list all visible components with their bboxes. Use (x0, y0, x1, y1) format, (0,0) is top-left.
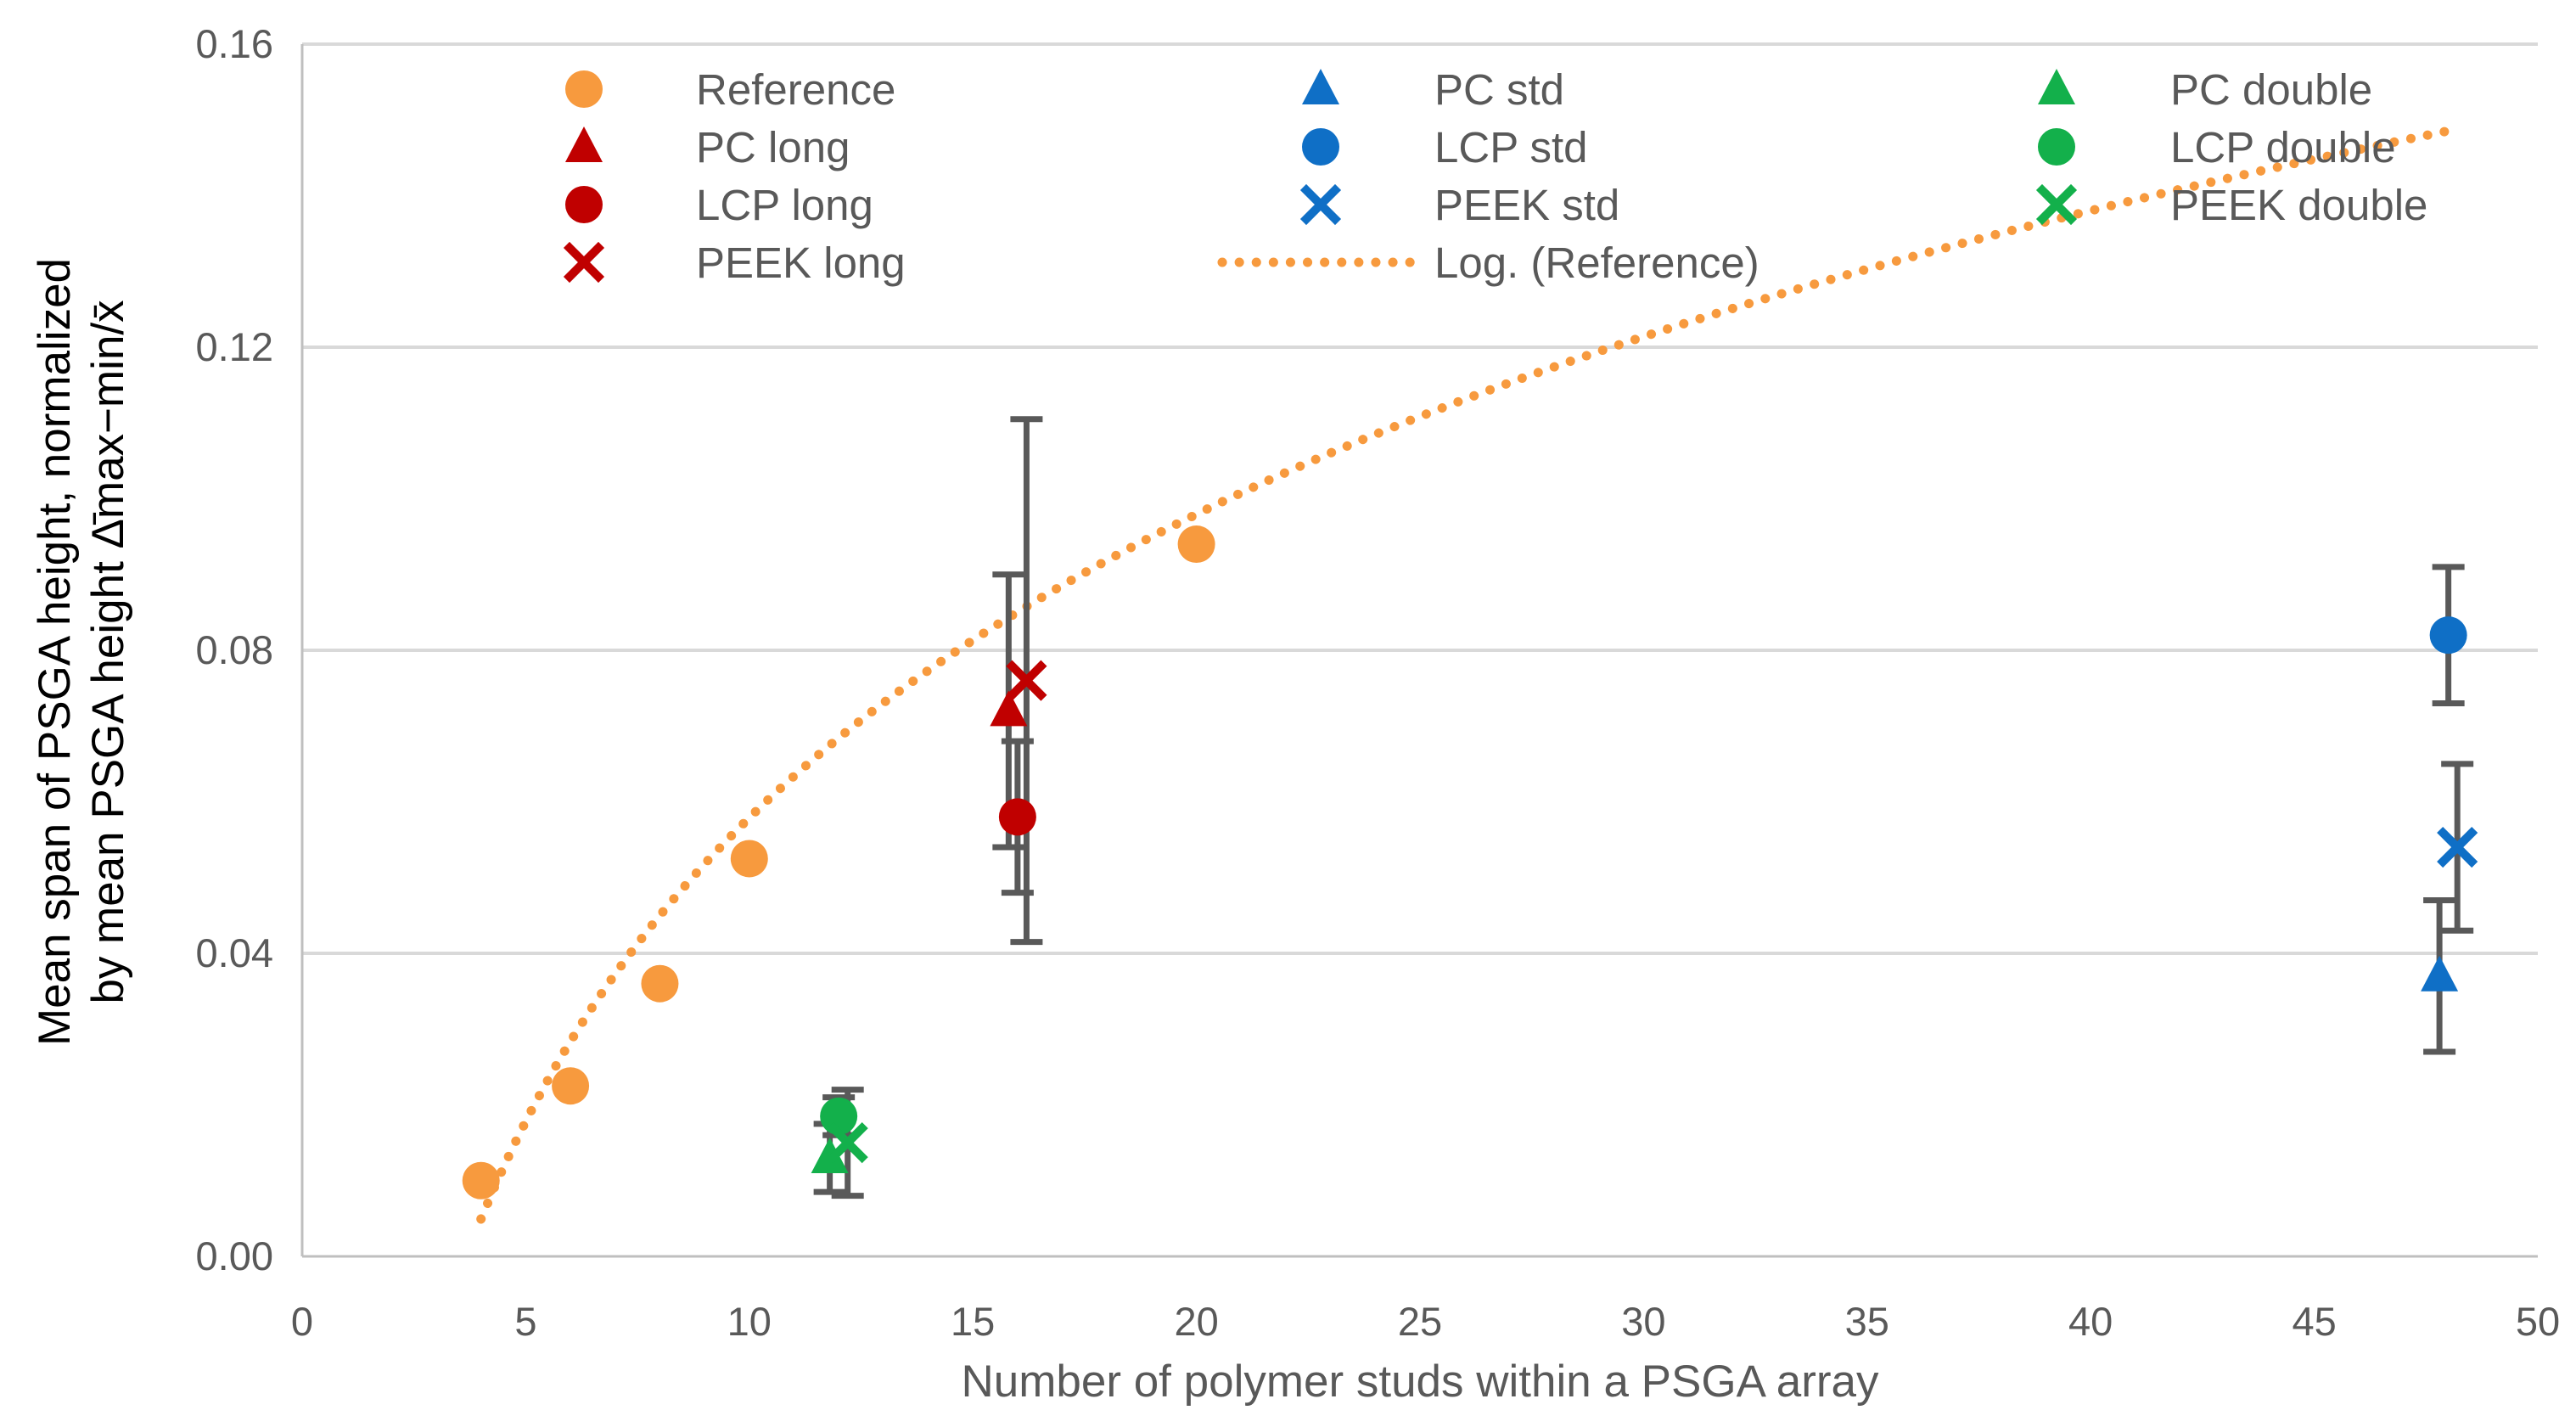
x-tick-label: 40 (2068, 1299, 2113, 1344)
legend-label: PEEK std (1434, 181, 1619, 229)
legend-marker (565, 186, 603, 223)
legend: Reference PC long LCP long PEEK long PC std L… (563, 65, 2427, 287)
y-tick-label: 0.08 (196, 627, 273, 672)
legend-marker (2035, 183, 2078, 226)
data-point (990, 690, 1028, 727)
y-tick-label: 0.00 (196, 1233, 273, 1278)
errorbar-layer (813, 416, 2474, 1199)
legend-label: PC double (2170, 65, 2372, 114)
data-point (827, 1122, 868, 1164)
data-point (462, 1161, 500, 1199)
legend-marker (2038, 69, 2075, 104)
y-tick-label: 0.04 (196, 930, 273, 975)
x-tick-label: 10 (727, 1299, 772, 1344)
legend-label: LCP std (1434, 123, 1588, 171)
trendline-log-reference (476, 126, 2454, 1224)
data-point (552, 1067, 590, 1105)
legend-label: PC long (696, 123, 850, 171)
data-point (998, 798, 1036, 836)
grid-layer (302, 42, 2538, 955)
legend-marker (563, 241, 605, 284)
x-tick-label: 5 (514, 1299, 536, 1344)
legend-marker (1302, 128, 1339, 166)
data-point (2429, 616, 2467, 655)
x-tick-label: 35 (1845, 1299, 1889, 1344)
data-point (1177, 525, 1215, 564)
x-tick-label: 20 (1174, 1299, 1218, 1344)
legend-marker (1302, 69, 1339, 104)
legend-marker (1299, 183, 1342, 226)
legend-label: LCP long (696, 181, 873, 229)
tick-labels: 0.00 0.04 0.08 0.12 0.16 0 5 10 15 20 25 30 35 40 45 50 (196, 21, 2561, 1344)
x-tick-label: 30 (1621, 1299, 1665, 1344)
y-tick-label: 0.12 (196, 324, 273, 369)
trendline-layer (476, 126, 2454, 1224)
data-point (730, 840, 768, 878)
x-tick-label: 0 (291, 1299, 313, 1344)
legend-label: Log. (Reference) (1434, 239, 1759, 287)
legend-label: PEEK double (2170, 181, 2427, 229)
data-point (2421, 955, 2459, 992)
data-point (641, 964, 679, 1003)
y-axis-title: Mean span of PSGA height, normalized by … (30, 258, 133, 1046)
points-layer (462, 525, 2478, 1199)
data-point (2437, 826, 2478, 868)
legend-marker (565, 126, 603, 162)
x-tick-label: 25 (1398, 1299, 1442, 1344)
legend-label: PEEK long (696, 239, 906, 287)
legend-marker (565, 70, 603, 108)
x-tick-label: 15 (951, 1299, 995, 1344)
data-point (820, 1097, 858, 1135)
legend-label: Reference (696, 65, 895, 114)
y-tick-label: 0.16 (196, 21, 273, 66)
legend-marker (2038, 128, 2075, 166)
legend-label: LCP double (2170, 123, 2396, 171)
y-axis-title-line1: Mean span of PSGA height, normalized (30, 258, 80, 1046)
legend-label: PC std (1434, 65, 1564, 114)
y-axis-title-line2: by mean PSGA height Δ̄max−min/x̄ (83, 300, 133, 1003)
data-point (1006, 660, 1047, 701)
x-tick-label: 45 (2292, 1299, 2336, 1344)
x-tick-label: 50 (2516, 1299, 2560, 1344)
x-axis-title: Number of polymer studs within a PSGA ar… (961, 1357, 1879, 1407)
